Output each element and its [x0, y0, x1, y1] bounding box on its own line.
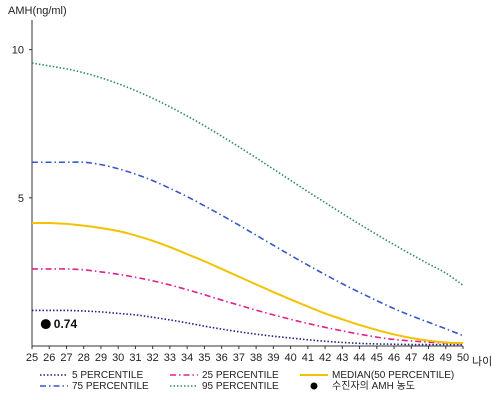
axes — [31, 20, 463, 347]
x-tick-label: 37 — [233, 352, 245, 364]
x-tick-label: 42 — [319, 352, 331, 364]
x-tick-label: 47 — [405, 352, 417, 364]
x-tick-label: 36 — [216, 352, 228, 364]
x-tick-label: 31 — [129, 352, 141, 364]
patient-point-label: 0.74 — [54, 317, 78, 331]
legend-label: 75 PERCENTILE — [72, 381, 149, 392]
series-layer — [31, 62, 464, 346]
points-layer: 0.74 — [40, 317, 78, 331]
x-tick-label: 35 — [198, 352, 210, 364]
y-tick-label: 10 — [12, 45, 24, 57]
x-tick-label: 45 — [371, 352, 383, 364]
x-tick-label: 46 — [388, 352, 400, 364]
series-line-3 — [32, 161, 464, 337]
x-tick-label: 29 — [95, 352, 107, 364]
x-tick-label: 43 — [336, 352, 348, 364]
legend-label: 5 PERCENTILE — [72, 370, 143, 381]
series-line-0 — [31, 309, 463, 346]
legend-label: 수진자의 AMH 농도 — [332, 380, 415, 392]
series-line-2 — [31, 221, 464, 345]
x-tick-label: 49 — [440, 352, 452, 364]
x-tick-label: 30 — [112, 352, 124, 364]
x-tick-label: 28 — [78, 352, 90, 364]
x-tick-label: 44 — [353, 352, 365, 364]
series-line-4 — [31, 62, 464, 286]
legend-label: MEDIAN(50 PERCENTILE) — [332, 370, 454, 381]
x-axis-title: 나이 — [472, 355, 492, 368]
legend-point-marker — [310, 382, 318, 390]
x-tick-label: 48 — [422, 352, 434, 364]
x-axis-ticks: 25 26 27 28 29 30 31 32 33 34 35 36 37 38 39 40 41 42 43 44… — [26, 346, 469, 364]
legend-label: 95 PERCENTILE — [202, 381, 279, 392]
patient-point — [40, 319, 51, 330]
x-tick-label: 50 — [457, 352, 469, 364]
legend: 5 PERCENTILE 25 PERCENTILE MEDIAN(50 PERCE… — [40, 370, 454, 392]
series-line-1 — [31, 268, 464, 345]
y-axis-ticks: 5 10 — [12, 45, 32, 205]
x-tick-label: 40 — [284, 352, 296, 364]
x-tick-label: 32 — [147, 352, 159, 364]
y-axis-title: AMH(ng/ml) — [8, 5, 67, 17]
legend-label: 25 PERCENTILE — [202, 370, 279, 381]
x-tick-label: 26 — [43, 352, 55, 364]
x-tick-label: 41 — [302, 352, 314, 364]
x-tick-label: 25 — [26, 352, 38, 364]
x-tick-label: 39 — [267, 352, 279, 364]
x-tick-label: 34 — [181, 352, 193, 364]
y-tick-label: 5 — [18, 193, 24, 205]
x-tick-label: 27 — [60, 352, 72, 364]
x-tick-label: 33 — [164, 352, 176, 364]
x-tick-label: 38 — [250, 352, 262, 364]
